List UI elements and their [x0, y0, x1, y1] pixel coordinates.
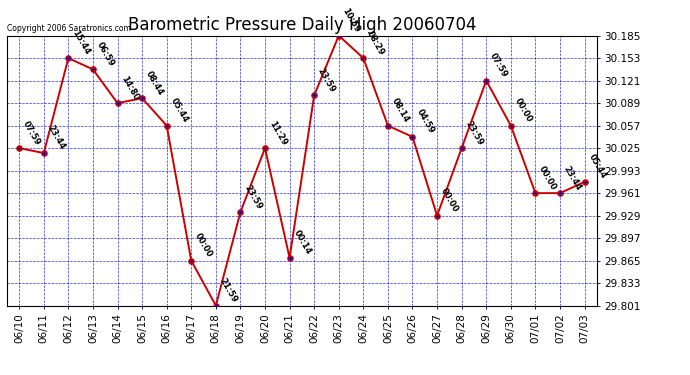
Point: [555, 190, 566, 196]
Point: [505, 123, 516, 129]
Text: 14:80: 14:80: [119, 74, 141, 102]
Point: [579, 179, 590, 185]
Text: 08:29: 08:29: [365, 29, 386, 57]
Point: [579, 179, 590, 185]
Text: Copyright 2006 Saratronics.com: Copyright 2006 Saratronics.com: [7, 24, 131, 33]
Text: 00:00: 00:00: [513, 97, 534, 124]
Point: [505, 123, 516, 129]
Text: 10:59: 10:59: [341, 7, 362, 34]
Point: [530, 190, 541, 196]
Point: [259, 145, 270, 151]
Text: 00:00: 00:00: [439, 187, 460, 214]
Point: [333, 33, 344, 39]
Point: [186, 258, 197, 264]
Text: 00:00: 00:00: [193, 232, 214, 259]
Point: [88, 66, 99, 72]
Point: [88, 66, 99, 72]
Point: [112, 100, 123, 106]
Point: [137, 95, 148, 101]
Text: 15:44: 15:44: [70, 29, 92, 57]
Text: 23:44: 23:44: [46, 124, 67, 152]
Text: 11:29: 11:29: [267, 119, 288, 147]
Text: 23:59: 23:59: [464, 119, 485, 147]
Point: [333, 33, 344, 39]
Point: [63, 55, 74, 61]
Text: 00:14: 00:14: [292, 229, 313, 256]
Point: [14, 145, 25, 151]
Title: Barometric Pressure Daily High 20060704: Barometric Pressure Daily High 20060704: [128, 16, 476, 34]
Point: [284, 255, 295, 261]
Point: [14, 145, 25, 151]
Point: [358, 55, 369, 61]
Point: [38, 150, 49, 156]
Text: 05:44: 05:44: [586, 153, 608, 180]
Point: [235, 209, 246, 215]
Point: [358, 55, 369, 61]
Point: [235, 209, 246, 215]
Text: 21:59: 21:59: [218, 276, 239, 304]
Text: 06:59: 06:59: [95, 40, 116, 68]
Point: [284, 255, 295, 261]
Text: 23:44: 23:44: [562, 164, 583, 192]
Point: [137, 95, 148, 101]
Point: [555, 190, 566, 196]
Point: [210, 303, 221, 309]
Point: [186, 258, 197, 264]
Text: 00:00: 00:00: [538, 164, 558, 192]
Point: [308, 92, 319, 98]
Point: [382, 123, 393, 129]
Point: [38, 150, 49, 156]
Point: [530, 190, 541, 196]
Point: [161, 123, 172, 129]
Point: [112, 100, 123, 106]
Point: [407, 134, 418, 140]
Point: [63, 55, 74, 61]
Point: [481, 78, 492, 84]
Point: [407, 134, 418, 140]
Point: [308, 92, 319, 98]
Text: 07:59: 07:59: [489, 52, 509, 79]
Point: [210, 303, 221, 309]
Text: 08:44: 08:44: [144, 69, 165, 97]
Point: [259, 145, 270, 151]
Point: [481, 78, 492, 84]
Point: [456, 145, 467, 151]
Text: 23:59: 23:59: [316, 66, 337, 94]
Text: 05:44: 05:44: [168, 96, 190, 124]
Point: [431, 213, 442, 219]
Text: 08:14: 08:14: [390, 97, 411, 124]
Text: 04:59: 04:59: [415, 108, 435, 135]
Point: [382, 123, 393, 129]
Point: [456, 145, 467, 151]
Point: [431, 213, 442, 219]
Point: [161, 123, 172, 129]
Text: 23:59: 23:59: [242, 183, 264, 211]
Text: 07:59: 07:59: [21, 119, 42, 147]
